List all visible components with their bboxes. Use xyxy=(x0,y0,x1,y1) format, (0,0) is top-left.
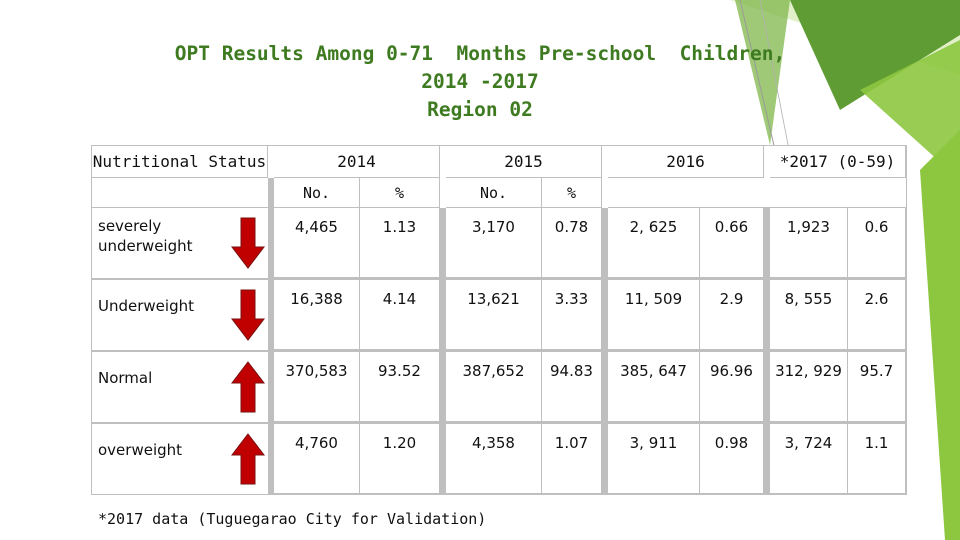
header-2017: *2017 (0-59) xyxy=(770,146,905,177)
cell-pct-2017: 2.6 xyxy=(848,280,905,349)
header-2016: 2016 xyxy=(608,146,763,177)
cell-pct-2015: 3.33 xyxy=(542,280,601,349)
row-status-label: Normal xyxy=(92,352,228,422)
footnote: *2017 data (Tuguegarao City for Validati… xyxy=(98,510,487,528)
cell-pct-2014: 1.13 xyxy=(360,208,439,277)
cell-pct-2017: 1.1 xyxy=(848,424,905,493)
cell-no-2016: 11, 509 xyxy=(608,280,699,349)
cell-pct-2014: 1.20 xyxy=(360,424,439,493)
row-arrow-cell xyxy=(228,352,268,422)
subheader-pct-2014: % xyxy=(360,178,439,207)
arrow-down-icon xyxy=(230,289,266,341)
header-gap xyxy=(268,146,274,178)
cell-no-2015: 4,358 xyxy=(446,424,541,493)
cell-no-2017: 8, 555 xyxy=(770,280,847,349)
arrow-up-icon xyxy=(230,361,266,413)
header-2015: 2015 xyxy=(446,146,601,177)
title-line-2: 2014 -2017 xyxy=(421,70,539,93)
subheader-pct-2015: % xyxy=(542,178,601,207)
cell-pct-2016: 2.9 xyxy=(700,280,763,349)
cell-no-2016: 385, 647 xyxy=(608,352,699,421)
cell-no-2014: 370,583 xyxy=(274,352,359,421)
cell-pct-2014: 4.14 xyxy=(360,280,439,349)
header-gap xyxy=(602,146,608,208)
subheader-no-2015: No. xyxy=(446,178,541,207)
cell-pct-2016: 0.66 xyxy=(700,208,763,277)
cell-no-2017: 1,923 xyxy=(770,208,847,277)
slide-title: OPT Results Among 0-71 Months Pre-school… xyxy=(100,40,860,124)
cell-no-2017: 3, 724 xyxy=(770,424,847,493)
empty-header-cell xyxy=(92,178,268,207)
header-2014: 2014 xyxy=(274,146,439,177)
cell-no-2015: 13,621 xyxy=(446,280,541,349)
cell-pct-2014: 93.52 xyxy=(360,352,439,421)
cell-pct-2016: 96.96 xyxy=(700,352,763,421)
cell-pct-2017: 0.6 xyxy=(848,208,905,277)
row-status-label: overweight xyxy=(92,424,228,494)
row-arrow-cell xyxy=(228,280,268,350)
title-line-1: OPT Results Among 0-71 Months Pre-school… xyxy=(174,42,786,65)
cell-pct-2016: 0.98 xyxy=(700,424,763,493)
cell-pct-2015: 94.83 xyxy=(542,352,601,421)
row-status-label: Underweight xyxy=(92,280,228,350)
results-table: Nutritional Status 2014 2015 2016 *2017 … xyxy=(91,145,907,495)
cell-no-2014: 4,760 xyxy=(274,424,359,493)
cell-pct-2015: 1.07 xyxy=(542,424,601,493)
row-arrow-cell xyxy=(228,208,268,278)
empty-header-cell xyxy=(608,178,906,207)
cell-no-2014: 16,388 xyxy=(274,280,359,349)
cell-pct-2017: 95.7 xyxy=(848,352,905,421)
row-arrow-cell xyxy=(228,424,268,494)
arrow-up-icon xyxy=(230,433,266,485)
subheader-no-2014: No. xyxy=(274,178,359,207)
title-line-3: Region 02 xyxy=(427,98,533,121)
cell-no-2016: 3, 911 xyxy=(608,424,699,493)
cell-no-2015: 387,652 xyxy=(446,352,541,421)
arrow-down-icon xyxy=(230,217,266,269)
header-gap xyxy=(764,146,770,178)
cell-no-2015: 3,170 xyxy=(446,208,541,277)
cell-no-2014: 4,465 xyxy=(274,208,359,277)
header-gap xyxy=(440,146,446,208)
cell-pct-2015: 0.78 xyxy=(542,208,601,277)
cell-no-2016: 2, 625 xyxy=(608,208,699,277)
header-nutritional-status: Nutritional Status xyxy=(92,146,267,177)
cell-no-2017: 312, 929 xyxy=(770,352,847,421)
row-status-label: severely underweight xyxy=(92,208,228,278)
